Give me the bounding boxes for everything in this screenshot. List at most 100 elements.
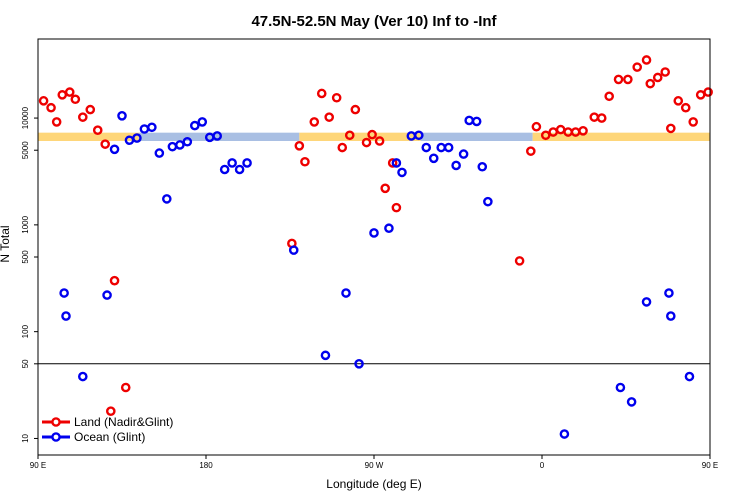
- point-land: [555, 124, 566, 135]
- point-ocean: [391, 158, 402, 168]
- point-land: [613, 74, 624, 85]
- point-ocean: [182, 136, 193, 147]
- point-ocean: [436, 142, 447, 153]
- point-land: [380, 183, 391, 194]
- point-ocean: [641, 297, 652, 307]
- point-ocean: [559, 429, 570, 439]
- point-ocean: [443, 142, 454, 153]
- point-land: [645, 78, 656, 89]
- point-ocean: [234, 164, 245, 175]
- point-land: [120, 382, 131, 393]
- point-land: [46, 102, 56, 113]
- x-tick-label: 90 W: [365, 461, 384, 470]
- point-land: [526, 146, 536, 156]
- y-tick-label: 100: [21, 324, 30, 338]
- point-land: [540, 130, 551, 141]
- y-tick-label: 5000: [21, 141, 30, 159]
- y-axis: 10 50 100 500 1000 5000 10000: [21, 106, 38, 443]
- point-land: [688, 117, 699, 127]
- point-ocean: [139, 124, 150, 134]
- band-segment-land: [299, 132, 421, 141]
- point-ocean: [369, 228, 379, 238]
- point-ocean: [413, 130, 424, 141]
- point-land: [680, 102, 691, 113]
- point-ocean: [175, 140, 185, 150]
- x-tick-label: 90 E: [702, 461, 718, 470]
- point-ocean: [341, 288, 351, 298]
- point-ocean: [102, 290, 112, 300]
- point-land: [344, 130, 355, 141]
- point-ocean: [464, 115, 475, 126]
- point-land: [374, 136, 385, 146]
- point-land: [337, 142, 348, 153]
- point-ocean: [320, 350, 331, 361]
- point-land: [294, 140, 305, 151]
- point-ocean: [227, 158, 237, 168]
- point-ocean: [458, 149, 469, 159]
- point-land: [387, 158, 398, 168]
- point-ocean: [471, 116, 482, 127]
- point-land: [361, 137, 372, 148]
- point-land: [106, 406, 116, 416]
- y-tick-label: 10000: [21, 106, 30, 129]
- point-land: [514, 256, 525, 266]
- point-land: [57, 90, 68, 100]
- point-land: [666, 123, 676, 134]
- point-ocean: [197, 117, 208, 127]
- point-land: [350, 104, 361, 115]
- point-land: [703, 87, 713, 97]
- point-land: [623, 74, 633, 85]
- point-ocean: [147, 122, 157, 133]
- plot-frame: [37, 38, 711, 456]
- x-tick-label: 180: [199, 461, 213, 470]
- point-ocean: [421, 142, 432, 153]
- y-tick-label: 500: [21, 250, 30, 264]
- point-ocean: [219, 164, 230, 175]
- point-land: [309, 117, 320, 127]
- point-land: [324, 112, 335, 122]
- point-ocean: [483, 196, 493, 207]
- point-ocean: [117, 111, 127, 121]
- point-ocean: [109, 144, 120, 155]
- point-land: [641, 55, 652, 65]
- legend: Land (Nadir&Glint) Ocean (Glint): [42, 415, 173, 444]
- legend-label-land: Land (Nadir&Glint): [74, 415, 173, 429]
- point-land: [652, 72, 663, 83]
- point-ocean: [664, 288, 674, 298]
- point-land: [367, 129, 377, 140]
- band-segment-ocean: [420, 132, 533, 141]
- point-land: [673, 96, 684, 106]
- x-axis: 90 E 180 90 W 0 90 E: [30, 455, 718, 470]
- point-land: [604, 91, 615, 102]
- point-ocean: [477, 161, 488, 172]
- legend-item-ocean: Ocean (Glint): [42, 430, 145, 444]
- point-ocean: [666, 311, 676, 321]
- point-land: [92, 125, 103, 135]
- band-segment-ocean: [138, 132, 300, 141]
- legend-item-land: Land (Nadir&Glint): [42, 415, 173, 429]
- data-points: [38, 55, 713, 439]
- point-land: [570, 127, 581, 137]
- point-land: [632, 62, 643, 72]
- y-tick-label: 50: [21, 359, 30, 368]
- point-land: [70, 94, 81, 105]
- point-land: [316, 88, 327, 99]
- point-land: [391, 202, 402, 213]
- point-ocean: [354, 359, 364, 369]
- point-ocean: [397, 167, 407, 178]
- point-ocean: [189, 120, 200, 131]
- point-land: [578, 125, 588, 136]
- point-ocean: [161, 194, 172, 204]
- coverage-band: [38, 132, 710, 141]
- point-ocean: [288, 245, 299, 255]
- point-ocean: [428, 153, 439, 164]
- point-ocean: [384, 223, 394, 234]
- point-ocean: [61, 311, 71, 321]
- point-land: [51, 117, 62, 127]
- point-ocean: [615, 382, 626, 393]
- point-ocean: [167, 141, 178, 152]
- point-land: [548, 127, 559, 137]
- point-land: [300, 156, 310, 167]
- x-tick-label: 0: [540, 461, 545, 470]
